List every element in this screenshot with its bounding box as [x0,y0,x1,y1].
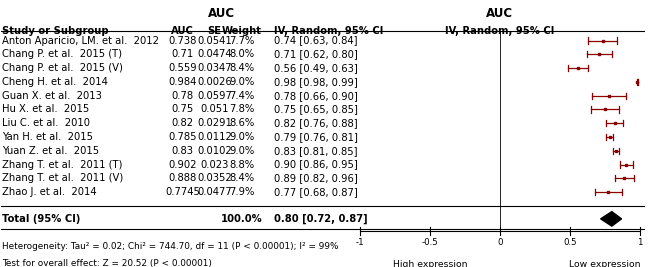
Text: Anton Aparicio, LM. et al.  2012: Anton Aparicio, LM. et al. 2012 [2,36,159,46]
Text: 0.78: 0.78 [172,91,194,101]
Text: 0.0477: 0.0477 [197,187,232,197]
Text: -1: -1 [356,238,365,247]
Text: 0.0102: 0.0102 [197,146,232,156]
Text: Guan X. et al.  2013: Guan X. et al. 2013 [2,91,102,101]
Text: 0.82: 0.82 [172,118,194,128]
Text: 9.0%: 9.0% [229,132,254,142]
Text: 0.888: 0.888 [168,173,196,183]
Text: 0.89 [0.82, 0.96]: 0.89 [0.82, 0.96] [274,173,358,183]
Text: 7.9%: 7.9% [229,187,254,197]
Text: 0.0597: 0.0597 [197,91,232,101]
Text: AUC: AUC [171,26,194,36]
Text: Zhang T. et al.  2011 (V): Zhang T. et al. 2011 (V) [2,173,124,183]
Text: 7.8%: 7.8% [229,104,254,115]
Text: High expression: High expression [393,260,467,267]
Text: 7.7%: 7.7% [229,36,254,46]
Text: Yan H. et al.  2015: Yan H. et al. 2015 [2,132,93,142]
Text: 0: 0 [497,238,502,247]
Text: 0.5: 0.5 [563,238,577,247]
Text: 8.6%: 8.6% [229,118,254,128]
Text: AUC: AUC [486,7,514,20]
Text: SE: SE [207,26,222,36]
Text: 8.8%: 8.8% [229,159,254,170]
Text: 0.785: 0.785 [168,132,196,142]
Text: 0.984: 0.984 [168,77,196,87]
Text: 0.0291: 0.0291 [197,118,232,128]
Text: 0.051: 0.051 [200,104,229,115]
Text: Zhao J. et al.  2014: Zhao J. et al. 2014 [2,187,97,197]
Text: -0.5: -0.5 [422,238,439,247]
Text: 0.902: 0.902 [168,159,196,170]
Text: 0.7745: 0.7745 [165,187,200,197]
Text: Heterogeneity: Tau² = 0.02; Chi² = 744.70, df = 11 (P < 0.00001); I² = 99%: Heterogeneity: Tau² = 0.02; Chi² = 744.7… [2,242,339,251]
Text: 0.559: 0.559 [168,63,197,73]
Text: 0.90 [0.86, 0.95]: 0.90 [0.86, 0.95] [274,159,358,170]
Text: 0.0352: 0.0352 [197,173,232,183]
Text: 0.80 [0.72, 0.87]: 0.80 [0.72, 0.87] [274,214,368,224]
Text: 8.4%: 8.4% [229,63,254,73]
Text: 0.0112: 0.0112 [197,132,232,142]
Text: Study or Subgroup: Study or Subgroup [2,26,109,36]
Text: Weight: Weight [222,26,262,36]
Text: 0.75 [0.65, 0.85]: 0.75 [0.65, 0.85] [274,104,358,115]
Text: 0.0474: 0.0474 [197,49,232,59]
Text: 0.79 [0.76, 0.81]: 0.79 [0.76, 0.81] [274,132,358,142]
Text: 100.0%: 100.0% [221,214,263,224]
Text: 0.71 [0.62, 0.80]: 0.71 [0.62, 0.80] [274,49,358,59]
Text: Chang P. et al.  2015 (T): Chang P. et al. 2015 (T) [2,49,122,59]
Text: 0.83 [0.81, 0.85]: 0.83 [0.81, 0.85] [274,146,358,156]
Text: Yuan Z. et al.  2015: Yuan Z. et al. 2015 [2,146,99,156]
Text: 0.738: 0.738 [168,36,196,46]
Text: Test for overall effect: Z = 20.52 (P < 0.00001): Test for overall effect: Z = 20.52 (P < … [2,259,212,267]
Text: Total (95% CI): Total (95% CI) [2,214,81,224]
Text: Liu C. et al.  2010: Liu C. et al. 2010 [2,118,90,128]
Text: 0.023: 0.023 [200,159,229,170]
Text: 9.0%: 9.0% [229,146,254,156]
Text: 0.75: 0.75 [171,104,194,115]
Text: 8.0%: 8.0% [229,49,254,59]
Text: Hu X. et al.  2015: Hu X. et al. 2015 [2,104,89,115]
Text: Zhang T. et al.  2011 (T): Zhang T. et al. 2011 (T) [2,159,122,170]
Text: 0.0541: 0.0541 [197,36,232,46]
Text: 0.74 [0.63, 0.84]: 0.74 [0.63, 0.84] [274,36,358,46]
Text: IV, Random, 95% CI: IV, Random, 95% CI [445,26,554,36]
Text: 7.4%: 7.4% [229,91,254,101]
Text: 8.4%: 8.4% [229,173,254,183]
Polygon shape [601,212,621,226]
Text: IV, Random, 95% CI: IV, Random, 95% CI [274,26,384,36]
Text: 0.0347: 0.0347 [197,63,232,73]
Text: AUC: AUC [208,7,235,20]
Text: 9.0%: 9.0% [229,77,254,87]
Text: 0.98 [0.98, 0.99]: 0.98 [0.98, 0.99] [274,77,358,87]
Text: 0.83: 0.83 [172,146,193,156]
Text: Cheng H. et al.  2014: Cheng H. et al. 2014 [2,77,108,87]
Text: Chang P. et al.  2015 (V): Chang P. et al. 2015 (V) [2,63,123,73]
Text: 0.82 [0.76, 0.88]: 0.82 [0.76, 0.88] [274,118,358,128]
Text: 0.77 [0.68, 0.87]: 0.77 [0.68, 0.87] [274,187,358,197]
Text: 1: 1 [637,238,642,247]
Text: 0.78 [0.66, 0.90]: 0.78 [0.66, 0.90] [274,91,358,101]
Text: 0.56 [0.49, 0.63]: 0.56 [0.49, 0.63] [274,63,358,73]
Text: 0.71: 0.71 [171,49,194,59]
Text: 0.0026: 0.0026 [197,77,232,87]
Text: Low expression: Low expression [569,260,640,267]
